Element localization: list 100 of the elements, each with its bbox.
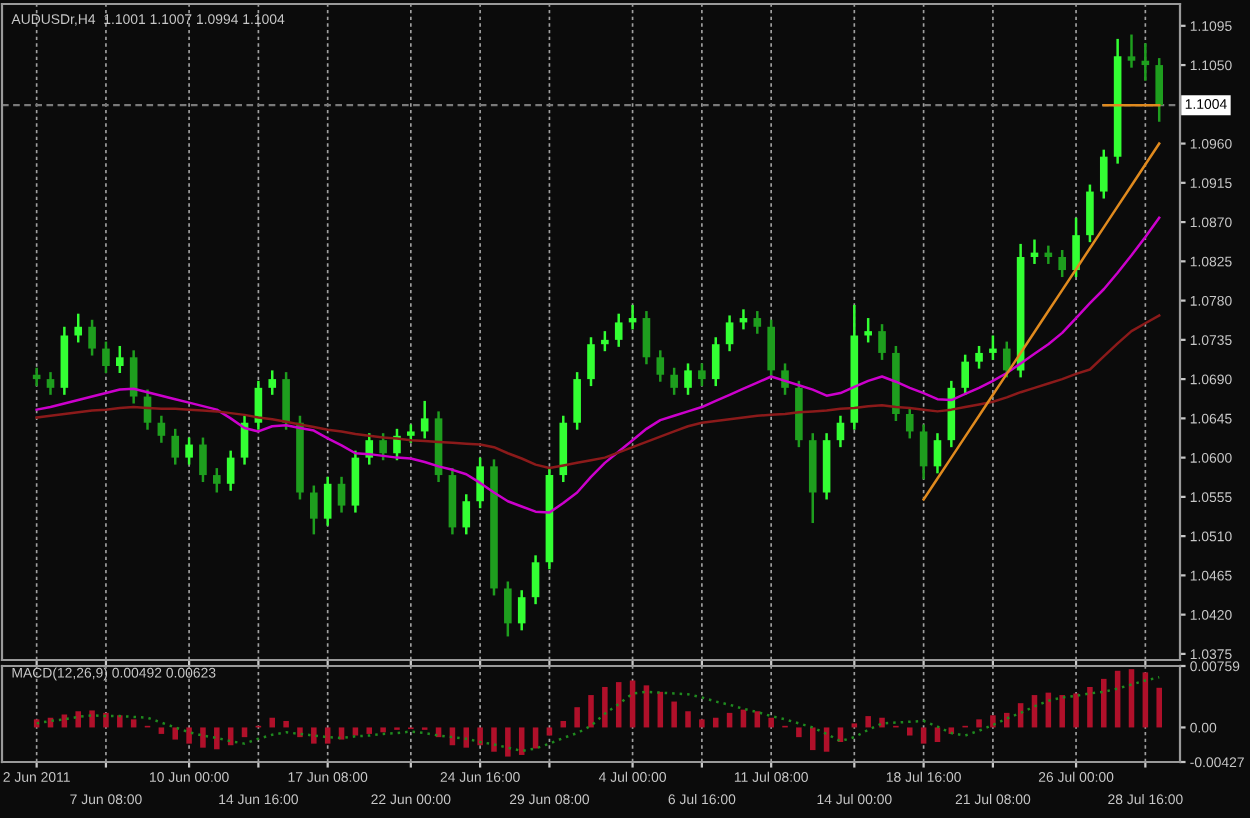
candlestick	[684, 362, 692, 397]
candlestick	[351, 449, 360, 514]
bar	[712, 717, 719, 728]
bar	[477, 727, 483, 746]
candlestick	[753, 309, 762, 335]
bar	[768, 717, 774, 728]
bar	[518, 727, 525, 755]
candlestick	[282, 370, 290, 431]
candlestick	[1127, 33, 1136, 69]
candlestick	[213, 466, 221, 494]
bar	[380, 727, 386, 733]
bar	[269, 717, 276, 728]
bar	[1156, 687, 1162, 728]
bar	[629, 680, 636, 728]
bar	[920, 727, 927, 744]
bar	[241, 727, 248, 738]
candlestick	[975, 344, 983, 370]
candlestick	[670, 366, 678, 397]
candlestick	[933, 431, 942, 475]
candlestick	[115, 344, 124, 375]
bar	[200, 727, 206, 748]
candlestick	[961, 353, 969, 397]
bar	[117, 715, 123, 728]
bar	[283, 720, 289, 728]
bar	[172, 727, 179, 740]
bar	[103, 712, 109, 728]
bar	[491, 727, 497, 752]
bar	[685, 711, 691, 728]
candlestick	[1086, 183, 1094, 244]
candlestick	[517, 588, 526, 632]
line-series	[35, 314, 1161, 470]
candlestick	[587, 335, 595, 388]
candlestick	[476, 456, 484, 510]
candlestick	[642, 309, 651, 366]
bar	[1003, 712, 1010, 728]
bar	[324, 727, 331, 744]
bar	[186, 727, 192, 744]
candlestick	[379, 431, 387, 462]
candlestick	[614, 312, 623, 349]
candlestick	[905, 405, 914, 440]
bar	[574, 707, 580, 728]
candlestick	[88, 318, 96, 357]
bar	[89, 710, 95, 728]
line-series	[35, 216, 1161, 514]
candlestick	[407, 423, 415, 445]
bar	[990, 715, 996, 728]
bar	[505, 727, 511, 757]
bar	[865, 716, 871, 728]
bar	[671, 701, 677, 728]
bar	[699, 719, 705, 728]
bar	[366, 727, 373, 734]
bar	[1059, 695, 1065, 728]
bar	[352, 727, 359, 736]
bar	[1087, 686, 1093, 728]
candlestick	[185, 436, 193, 466]
candlestick	[698, 362, 706, 388]
bar	[214, 727, 220, 750]
candlestick	[656, 349, 665, 383]
candlestick	[102, 340, 110, 375]
bar	[158, 727, 165, 734]
candlestick	[171, 427, 180, 466]
candlestick	[1058, 248, 1067, 279]
candlestick	[573, 370, 581, 431]
candlestick	[878, 322, 886, 362]
candlestick	[46, 370, 55, 397]
candlestick	[1099, 148, 1108, 200]
candlestick	[531, 554, 540, 606]
candlestick	[725, 314, 734, 353]
bar	[463, 727, 470, 748]
candlestick	[767, 318, 775, 379]
candlestick	[781, 362, 789, 397]
bar	[1073, 693, 1079, 728]
candlestick	[1002, 340, 1011, 379]
candlestick	[504, 580, 512, 638]
candlestick	[268, 369, 277, 397]
candlestick	[337, 475, 346, 514]
candlestick	[310, 484, 318, 536]
bar	[297, 727, 303, 738]
bar	[796, 727, 802, 738]
candlestick	[226, 449, 235, 493]
bar	[588, 695, 594, 728]
bar	[1101, 678, 1107, 728]
bar	[602, 686, 608, 728]
bar	[809, 727, 816, 751]
candlestick	[462, 493, 471, 536]
candlestick	[1072, 216, 1080, 279]
candlestick	[74, 312, 83, 344]
bar	[934, 727, 941, 743]
candlestick	[864, 316, 872, 344]
line-series	[922, 142, 1161, 501]
bar	[976, 719, 982, 728]
candlestick	[989, 334, 997, 362]
bar	[546, 727, 553, 736]
candlestick	[1155, 56, 1164, 124]
candlestick	[919, 423, 928, 481]
candlestick	[199, 436, 207, 484]
candlestick	[711, 335, 720, 388]
candlestick	[323, 475, 332, 527]
bar	[906, 727, 913, 736]
bar	[338, 727, 345, 740]
